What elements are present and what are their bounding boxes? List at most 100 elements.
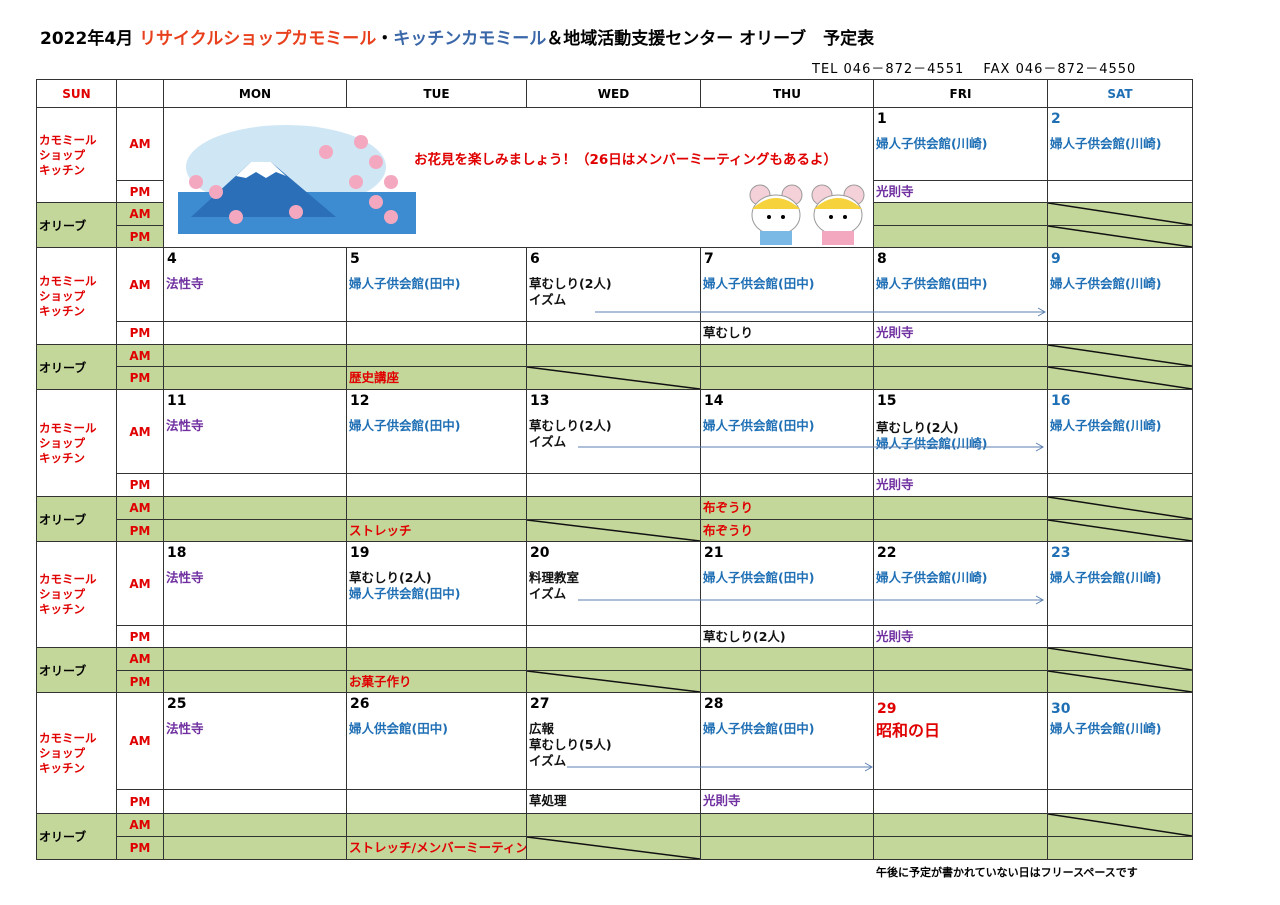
- day-cell-pm: 草むしり(2人): [700, 625, 874, 648]
- day-cell-am: 20 料理教室 イズム: [526, 541, 701, 626]
- olive-cell-am: [163, 344, 347, 367]
- day-cell-am: 14 婦人子供会館(田中): [700, 389, 874, 474]
- olive-cell-am: [700, 647, 874, 671]
- olive-cell-am: [1047, 496, 1193, 520]
- event-item: 草むしり(2人): [529, 418, 612, 433]
- span-arrow: [567, 762, 874, 772]
- event-item: 光則寺: [703, 793, 741, 808]
- event-item: 歴史講座: [349, 370, 400, 385]
- event-item: ストレッチ/メンバーミーティング: [349, 840, 541, 855]
- day-cell-pm: [526, 625, 701, 648]
- day-cell-am: 21 婦人子供会館(田中): [700, 541, 874, 626]
- day-cell-pm: [1047, 180, 1193, 203]
- event-item: 料理教室: [529, 570, 580, 585]
- olive-cell-pm: [526, 670, 701, 693]
- day-cell-am: 7 婦人子供会館(田中): [700, 247, 874, 322]
- event-item: 婦人子供会館(川崎): [1050, 136, 1162, 151]
- day-cell-pm: [700, 473, 874, 497]
- olive-cell-pm: [163, 836, 347, 860]
- header-tue: TUE: [346, 79, 527, 108]
- label-olive: オリーブ: [36, 813, 117, 860]
- day-cell-pm: [163, 789, 347, 814]
- day-number: 21: [704, 545, 724, 561]
- olive-cell-am: [526, 344, 701, 367]
- day-number: 13: [530, 393, 550, 409]
- olive-cell-pm: [163, 670, 347, 693]
- day-cell-am: 27 広報 草むしり(5人) イズム: [526, 692, 701, 790]
- day-cell-am: 30 婦人子供会館(川崎): [1047, 692, 1193, 790]
- event-item: 昭和の日: [876, 721, 941, 740]
- day-cell-am: 19 草むしり(2人) 婦人子供会館(田中): [346, 541, 527, 626]
- day-cell-am: 4 法性寺: [163, 247, 347, 322]
- strike-diagonal: [1048, 648, 1192, 670]
- olive-cell-am: [526, 496, 701, 520]
- day-number: 6: [530, 251, 540, 267]
- olive-cell-pm: [873, 670, 1048, 693]
- olive-cell-pm: [1047, 366, 1193, 390]
- label-am: AM: [116, 247, 164, 322]
- day-cell-pm: [873, 789, 1048, 814]
- olive-cell-am: [873, 647, 1048, 671]
- day-number: 28: [704, 696, 724, 712]
- event-item: 婦人子供会館(川崎): [1050, 276, 1162, 291]
- label-olive: オリーブ: [36, 202, 117, 248]
- olive-cell-pm: ストレッチ: [346, 519, 527, 542]
- label-pm: PM: [116, 473, 164, 497]
- event-item: 草むしり(5人): [529, 737, 612, 752]
- strike-diagonal: [1048, 203, 1192, 225]
- day-number: 19: [350, 545, 370, 561]
- day-cell-am: 16 婦人子供会館(川崎): [1047, 389, 1193, 474]
- event-item: 光則寺: [876, 184, 914, 199]
- olive-cell-pm: [700, 670, 874, 693]
- day-cell-pm: 光則寺: [873, 321, 1048, 345]
- label-pm: PM: [116, 836, 164, 860]
- day-cell-pm: [526, 473, 701, 497]
- header-thu: THU: [700, 79, 874, 108]
- span-arrow: [578, 442, 1045, 452]
- olive-cell-am: [526, 813, 701, 837]
- day-cell-pm: [346, 625, 527, 648]
- event-item: 婦人子供会館(川崎): [1050, 418, 1162, 433]
- olive-cell-am: [346, 647, 527, 671]
- label-am: AM: [116, 647, 164, 671]
- day-cell-pm: [163, 473, 347, 497]
- header-blank: [116, 79, 164, 108]
- olive-cell-am: [873, 496, 1048, 520]
- olive-cell-pm: 布ぞうり: [700, 519, 874, 542]
- strike-diagonal: [1048, 345, 1192, 366]
- label-chamomile: カモミール ショップ キッチン: [36, 389, 117, 497]
- strike-diagonal: [527, 367, 700, 389]
- day-cell-pm: [1047, 625, 1193, 648]
- header-sat: SAT: [1047, 79, 1193, 108]
- label-chamomile: カモミール ショップ キッチン: [36, 107, 117, 203]
- event-item: 法性寺: [166, 276, 204, 291]
- label-pm: PM: [116, 519, 164, 542]
- day-number: 16: [1051, 393, 1071, 409]
- olive-cell-pm: [873, 366, 1048, 390]
- olive-cell-pm: 歴史講座: [346, 366, 527, 390]
- event-item: イズム: [529, 292, 567, 307]
- day-cell-am: 13 草むしり(2人) イズム: [526, 389, 701, 474]
- label-chamomile: カモミール ショップ キッチン: [36, 541, 117, 648]
- olive-cell-am: [346, 344, 527, 367]
- day-cell-pm: 光則寺: [873, 180, 1048, 203]
- day-cell-am: 8 婦人子供会館(田中): [873, 247, 1048, 322]
- day-cell-am: 23 婦人子供会館(川崎): [1047, 541, 1193, 626]
- day-number: 9: [1051, 251, 1061, 267]
- event-item: 婦人子供会館(田中): [349, 586, 461, 601]
- event-item: 草むしり(2人): [876, 420, 959, 435]
- day-cell-am: 9 婦人子供会館(川崎): [1047, 247, 1193, 322]
- event-item: イズム: [529, 586, 567, 601]
- day-number: 29: [877, 701, 897, 717]
- olive-cell-pm: [873, 519, 1048, 542]
- day-cell-am: 11 法性寺: [163, 389, 347, 474]
- olive-cell-pm: [526, 836, 701, 860]
- olive-cell-am: [163, 813, 347, 837]
- olive-cell-pm: [526, 519, 701, 542]
- event-item: 婦人子供会館(川崎): [876, 570, 988, 585]
- olive-cell-am: [1047, 344, 1193, 367]
- day-number: 4: [167, 251, 177, 267]
- label-am: AM: [116, 692, 164, 790]
- contact-info: TEL 046－872－4551 FAX 046－872－4550: [812, 62, 1137, 77]
- day-cell-am: 5 婦人子供会館(田中): [346, 247, 527, 322]
